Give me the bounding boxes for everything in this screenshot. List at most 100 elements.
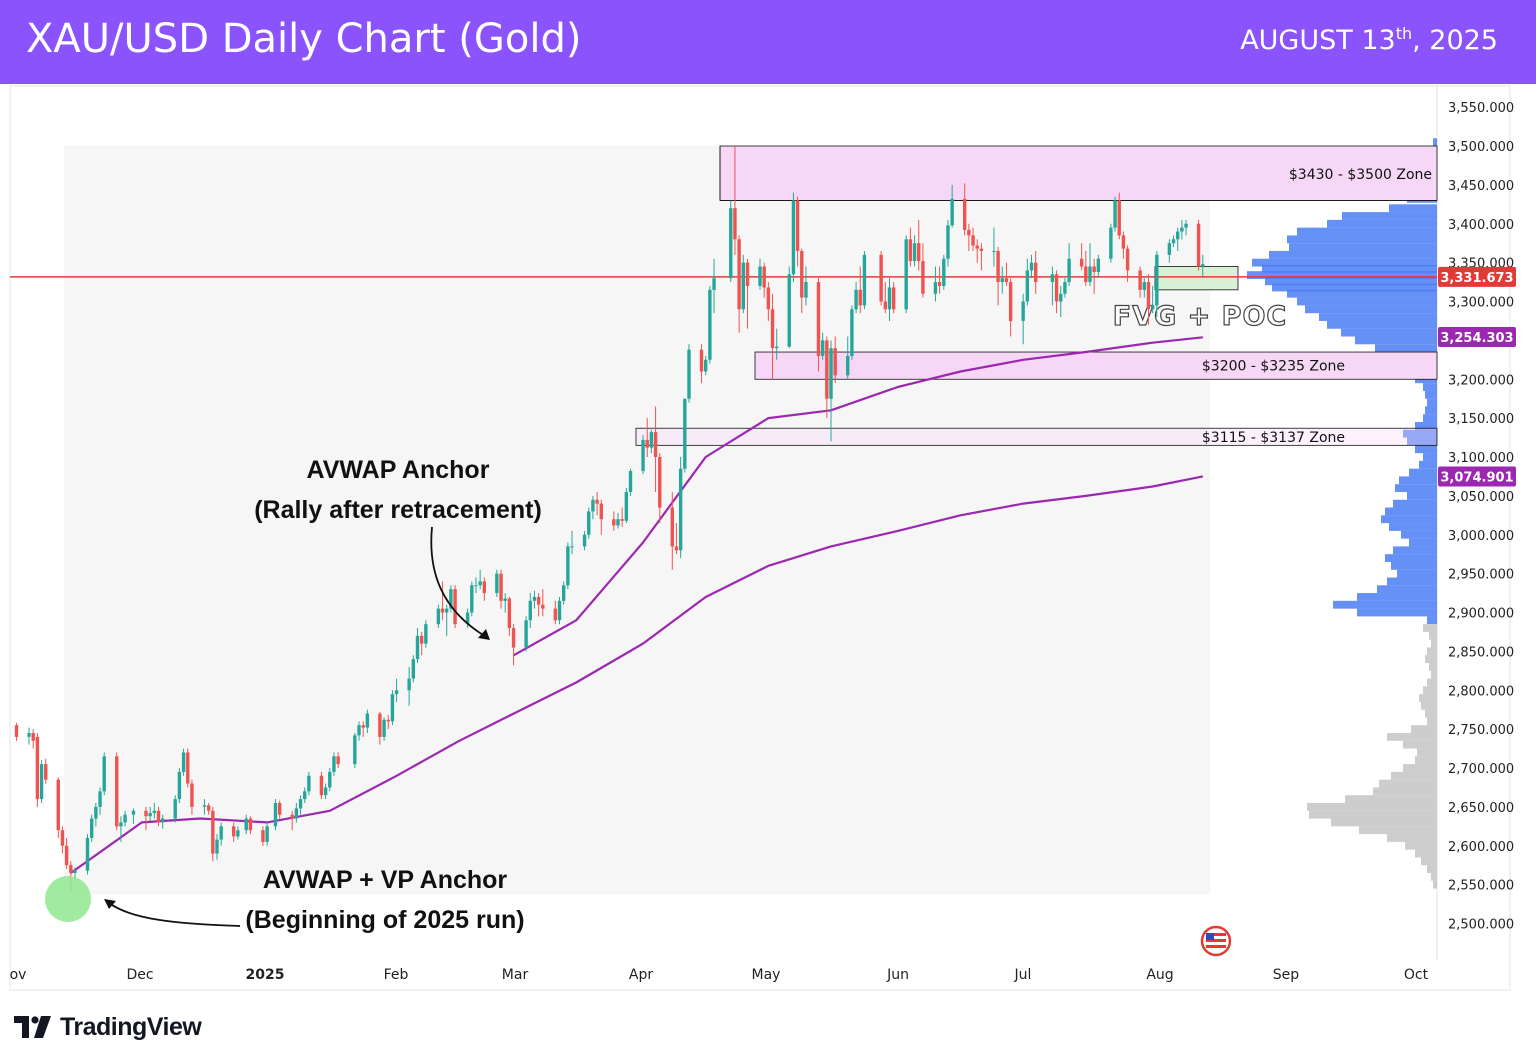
volume-profile-bar [1411, 725, 1437, 734]
candle-body [390, 694, 395, 722]
y-tick-label: 2,800.000 [1448, 684, 1514, 699]
candle-body [570, 546, 574, 548]
candle-body [846, 355, 850, 376]
candle-body [553, 608, 558, 621]
price-chart[interactable]: $3430 - $3500 Zone $3200 - $3235 Zone $311… [0, 84, 1536, 1010]
candle [386, 715, 390, 730]
candle-body [942, 258, 946, 286]
zone-rect [719, 145, 1438, 201]
volume-profile-bar [1433, 880, 1437, 889]
candle [595, 491, 599, 516]
candle [1008, 278, 1013, 337]
x-axis[interactable]: ov Dec 2025 Feb Mar Apr May Jun Jul Aug Sep Oct [10, 967, 1429, 983]
candle [152, 802, 157, 819]
candle-body [39, 764, 44, 800]
candle [144, 806, 148, 831]
candle [1171, 235, 1176, 248]
volume-profile-bar [1431, 639, 1437, 648]
candle-body [323, 787, 328, 796]
candle [566, 542, 570, 590]
candle-body [357, 725, 361, 736]
candle [1054, 270, 1059, 314]
volume-profile-bar [1387, 834, 1437, 842]
candle [591, 495, 595, 520]
y-tick-label: 2,750.000 [1448, 723, 1514, 738]
candle-body [670, 507, 674, 547]
candle-body [904, 239, 908, 310]
candle [478, 569, 482, 590]
candle [541, 589, 545, 617]
candle [908, 227, 913, 267]
candle [39, 760, 44, 803]
candle [582, 530, 587, 551]
candle [390, 690, 395, 726]
volume-profile-bar [1415, 849, 1437, 858]
volume-profile-bar [1333, 600, 1437, 609]
price-label-bg [1438, 266, 1516, 287]
candle-body [524, 620, 528, 648]
candle [1113, 196, 1117, 232]
x-tick-label: Sep [1273, 967, 1300, 983]
candle-body [557, 600, 562, 621]
candle [825, 336, 829, 419]
y-axis[interactable]: 3,550.0003,500.0003,450.0003,400.0003,35… [1438, 101, 1516, 933]
y-tick-label: 2,650.000 [1448, 801, 1514, 816]
candle [620, 507, 624, 527]
candle [641, 435, 645, 475]
candle [553, 600, 558, 625]
candle [645, 418, 649, 457]
volume-profile-bar [1342, 212, 1437, 220]
candle [202, 799, 207, 815]
candle-body [745, 262, 750, 286]
candle [946, 219, 950, 267]
candle-body [708, 289, 712, 360]
candle-body [507, 598, 512, 629]
candle-body [206, 805, 211, 811]
candle-body [44, 764, 48, 780]
volume-profile-bar [1272, 283, 1437, 292]
candle [536, 593, 541, 617]
candle-body [328, 771, 332, 788]
candle-body [248, 818, 253, 831]
candle [996, 247, 1000, 306]
candle [741, 254, 745, 314]
candle-body [386, 719, 390, 722]
candle-body [854, 289, 858, 310]
candle [937, 266, 942, 294]
us-event-flag-icon [1200, 925, 1232, 957]
candle-body [236, 830, 240, 837]
volume-profile-bar [1355, 336, 1437, 345]
candle-body [365, 713, 370, 728]
candle-body [996, 250, 1000, 283]
candle-body [94, 806, 98, 819]
candle-body [825, 340, 829, 399]
candle-body [244, 818, 248, 831]
volume-profile-bar [1431, 872, 1437, 881]
candle-body [436, 608, 441, 625]
candle-body [1029, 262, 1034, 271]
candle-body [541, 604, 545, 609]
candle [766, 282, 771, 321]
volume-profile-bar [1389, 523, 1437, 531]
tradingview-footer[interactable]: TradingView [14, 1012, 202, 1042]
candle-body [419, 635, 424, 644]
candle [992, 227, 996, 267]
candle-body [35, 736, 40, 800]
candle [624, 488, 629, 524]
candle-body [1096, 258, 1101, 272]
candle [737, 235, 741, 333]
candle-body [532, 596, 537, 601]
candle [365, 709, 370, 734]
candle-body [582, 534, 587, 547]
candle-body [612, 519, 616, 526]
candle-body [921, 261, 925, 294]
candle-body [503, 598, 507, 601]
x-tick-label: Apr [629, 967, 653, 983]
candle-body [1092, 266, 1096, 272]
volume-profile-bar [1359, 826, 1437, 835]
candle-body [1142, 282, 1146, 290]
candle [14, 722, 19, 741]
candle-body [173, 799, 177, 819]
x-tick-label: May [752, 967, 781, 983]
candle-body [1117, 200, 1121, 236]
